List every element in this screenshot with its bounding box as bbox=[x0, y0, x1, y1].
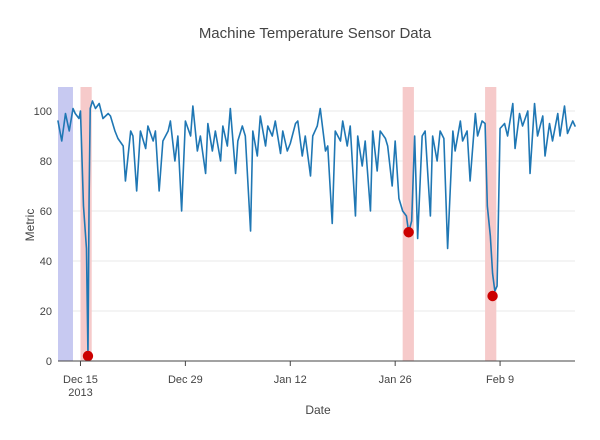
series-line bbox=[57, 100, 576, 357]
y-axis-label: Metric bbox=[23, 209, 37, 242]
y-tick-label: 60 bbox=[40, 206, 52, 218]
x-axis-label: Date bbox=[305, 403, 331, 417]
x-tick-label: Feb 9 bbox=[486, 374, 514, 386]
y-tick-label: 100 bbox=[34, 106, 52, 118]
anomaly-point bbox=[82, 350, 94, 362]
training-region bbox=[58, 87, 73, 361]
x-tick-label: Dec 29 bbox=[168, 374, 203, 386]
y-tick-label: 0 bbox=[46, 356, 52, 368]
x-tick-label: Jan 26 bbox=[379, 374, 412, 386]
anomaly-region bbox=[80, 87, 92, 361]
anomaly-markers bbox=[82, 227, 498, 362]
x-tick-label: Jan 12 bbox=[274, 374, 307, 386]
anomaly-point bbox=[487, 290, 498, 302]
y-tick-label: 80 bbox=[40, 156, 52, 168]
anomaly-region bbox=[485, 87, 497, 361]
anomaly-point bbox=[403, 227, 414, 238]
series-layer bbox=[57, 100, 576, 357]
y-tick-label: 20 bbox=[40, 306, 52, 318]
y-tick-label: 40 bbox=[40, 256, 52, 268]
chart-title: Machine Temperature Sensor Data bbox=[199, 25, 432, 42]
x-tick-sublabel: 2013 bbox=[68, 387, 92, 399]
x-tick-label: Dec 15 bbox=[63, 374, 98, 386]
